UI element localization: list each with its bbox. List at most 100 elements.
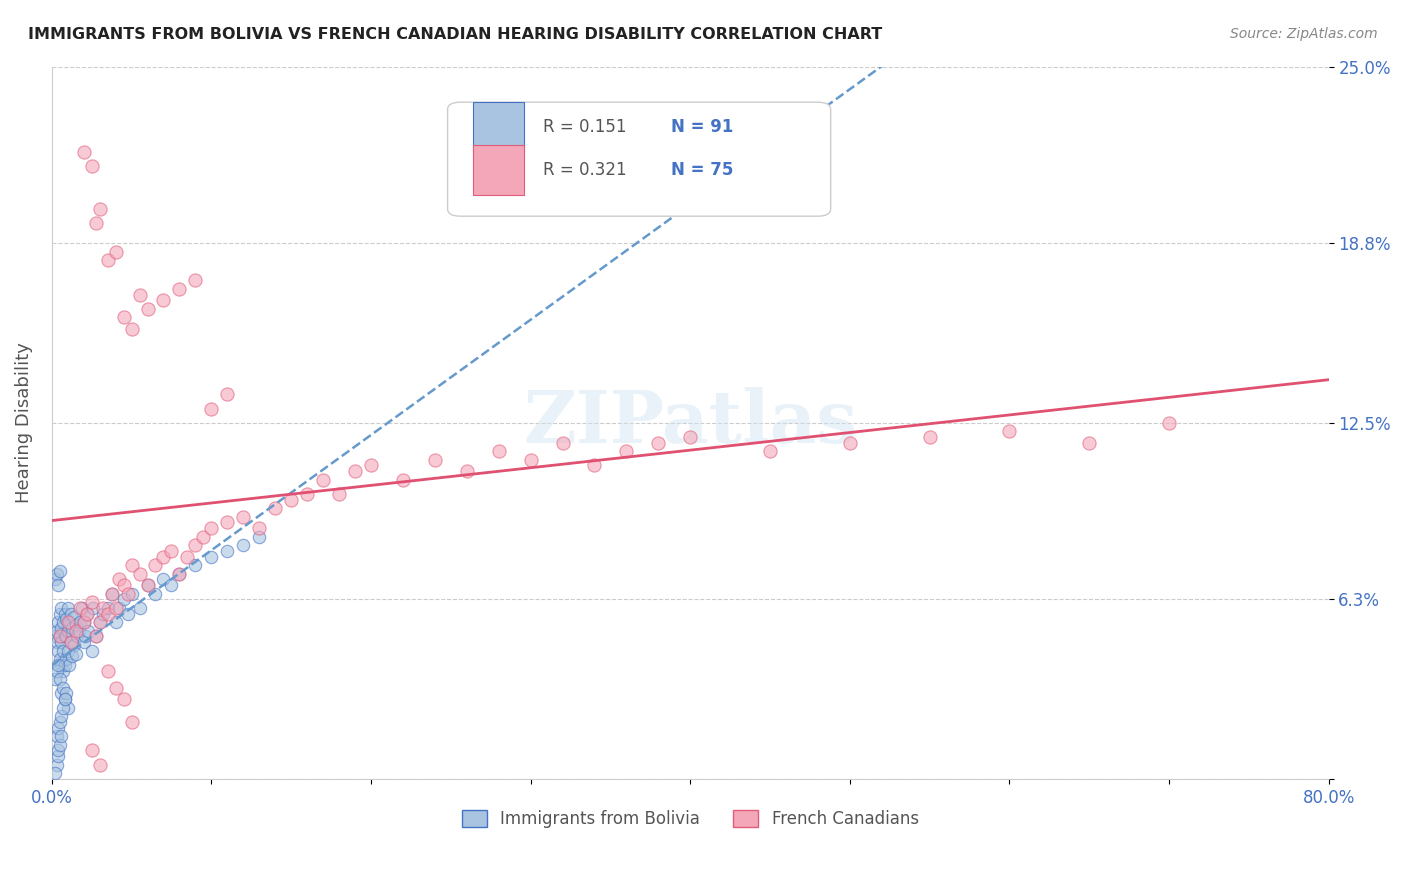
Point [86,630,108,644]
Point [66,630,89,644]
Point [53,692,76,706]
Point [55,630,77,644]
Point [232,538,254,552]
Point [423,452,446,467]
Point [112,692,135,706]
Point [63,638,86,652]
Point [136,578,159,592]
Text: R = 0.151: R = 0.151 [543,118,627,136]
Point [51,621,73,635]
Point [55,652,77,666]
Point [1078,435,1101,450]
Point [456,464,478,478]
Point [160,578,183,592]
Point [76,607,98,621]
Point [117,607,139,621]
Point [65,647,87,661]
Point [614,444,637,458]
Point [67,624,90,638]
Point [217,544,239,558]
Point [193,530,215,544]
Point [184,273,207,287]
Point [89,615,111,630]
Point [101,587,124,601]
Point [55,612,77,626]
Point [56,700,79,714]
Point [295,487,318,501]
Point [46,615,69,630]
Point [136,578,159,592]
Point [45,635,67,649]
Point [247,530,270,544]
Point [264,501,287,516]
Point [91,601,114,615]
Point [647,435,669,450]
Point [184,538,207,552]
Point [200,401,222,416]
Point [46,721,69,735]
Point [53,607,76,621]
Point [80,643,103,657]
Point [998,425,1021,439]
Point [51,686,73,700]
Point [73,615,96,630]
Point [392,473,415,487]
Point [55,686,77,700]
Point [59,635,82,649]
Point [86,216,108,230]
Point [117,587,139,601]
Point [51,657,73,672]
Text: N = 75: N = 75 [671,161,734,179]
Point [121,558,143,573]
Point [97,601,120,615]
Point [160,544,183,558]
Point [80,595,103,609]
Point [73,635,96,649]
Point [51,601,73,615]
Point [200,521,222,535]
Point [77,624,100,638]
Point [75,630,97,644]
Point [56,624,79,638]
Point [48,630,70,644]
Point [152,573,174,587]
Point [45,729,67,743]
Point [121,714,143,729]
Point [56,615,79,630]
FancyBboxPatch shape [474,145,524,194]
Point [59,635,82,649]
Point [97,664,120,678]
Point [169,566,191,581]
Point [73,615,96,630]
Point [152,549,174,564]
Point [89,202,111,216]
Point [51,635,73,649]
Point [48,652,70,666]
Point [97,253,120,268]
Text: N = 91: N = 91 [671,118,734,136]
Point [128,601,150,615]
Point [44,766,66,780]
Point [56,601,79,615]
Point [48,630,70,644]
Point [679,430,702,444]
Point [583,458,606,473]
Point [51,729,73,743]
Point [59,607,82,621]
Point [918,430,941,444]
Point [46,643,69,657]
Point [104,681,127,695]
Text: Source: ZipAtlas.com: Source: ZipAtlas.com [1230,27,1378,41]
Point [247,521,270,535]
Point [63,609,86,624]
Point [46,578,69,592]
Point [45,566,67,581]
Point [86,630,108,644]
Point [82,601,104,615]
Point [45,664,67,678]
Point [65,624,87,638]
Point [200,549,222,564]
Point [169,566,191,581]
Point [121,587,143,601]
Point [838,435,860,450]
